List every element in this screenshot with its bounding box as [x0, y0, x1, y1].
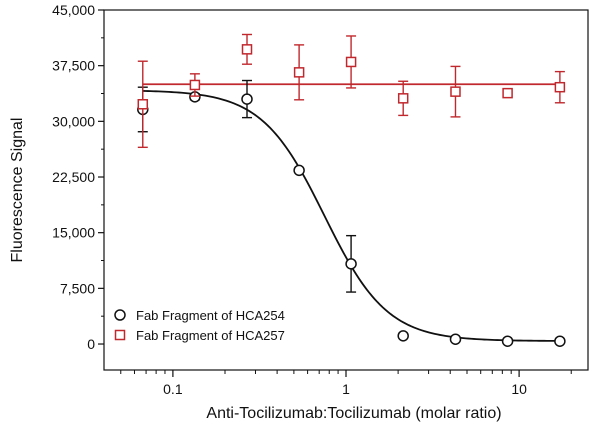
data-point-series-1	[241, 44, 253, 55]
y-tick-label: 7,500	[60, 280, 95, 296]
data-point-series-0	[241, 93, 253, 105]
y-tick-label: 22,500	[52, 169, 95, 185]
y-tick-label: 30,000	[52, 113, 95, 129]
y-tick-label: 15,000	[52, 225, 95, 241]
x-tick-label: 0.1	[163, 381, 183, 397]
data-point-series-0	[293, 164, 305, 177]
legend-label-series-0: Fab Fragment of HCA254	[136, 308, 285, 323]
data-point-series-0	[397, 330, 409, 342]
y-tick-label: 0	[87, 336, 95, 352]
data-point-series-1	[345, 56, 357, 68]
data-point-series-0	[345, 258, 357, 270]
fit-curve-series-0	[142, 90, 560, 342]
x-axis-title: Anti-Tocilizumab:Tocilizumab (molar rati…	[206, 405, 501, 422]
data-point-series-0	[449, 333, 462, 345]
x-tick-label: 10	[511, 381, 527, 397]
data-point-series-1	[137, 99, 149, 110]
y-tick-label: 45,000	[52, 2, 95, 18]
data-point-series-1	[397, 93, 409, 104]
data-point-series-0	[554, 335, 566, 347]
y-tick-label: 37,500	[52, 58, 95, 74]
data-point-series-1	[502, 87, 513, 99]
y-axis-title: Fluorescence Signal	[9, 118, 26, 263]
x-tick-label: 1	[342, 381, 350, 397]
data-point-series-1	[554, 81, 566, 93]
axes: 0 7,500 15,000 22,500 30,000 37,500 45,000 0.1 1…	[9, 2, 589, 422]
data-point-series-1	[189, 79, 201, 91]
legend-marker-series-0	[114, 309, 126, 321]
legend: Fab Fragment of HCA254 Fab Fragment of HC…	[114, 308, 285, 343]
data-point-series-0	[501, 335, 514, 347]
legend-marker-series-1	[114, 329, 126, 341]
data-point-series-1	[293, 67, 305, 78]
data-point-series-1	[450, 86, 461, 97]
legend-label-series-1: Fab Fragment of HCA257	[136, 328, 285, 343]
plot-area	[137, 33, 566, 347]
